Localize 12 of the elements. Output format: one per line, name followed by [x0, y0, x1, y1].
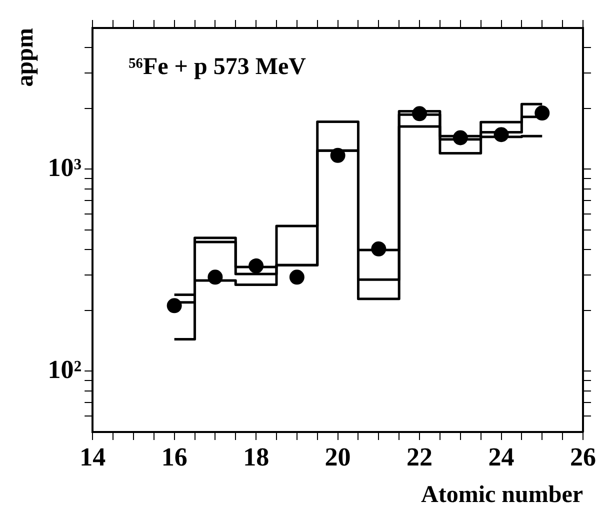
x-axis-title: Atomic number: [421, 482, 584, 508]
x-tick-label: 18: [243, 442, 270, 472]
y-axis-title: appm: [12, 28, 39, 87]
y-tick-label: 10²: [48, 354, 82, 384]
text: ⁵⁶Fe + p 573 MeV: [128, 54, 307, 80]
x-tick-label: 24: [488, 442, 514, 472]
x-tick-label: 26: [570, 442, 596, 472]
x-tick-label: 16: [161, 442, 188, 472]
y-tick-label: 10³: [48, 152, 82, 182]
x-tick-label: 22: [406, 442, 433, 472]
x-tick-label: 14: [80, 442, 106, 472]
x-tick-label: 20: [324, 442, 351, 472]
